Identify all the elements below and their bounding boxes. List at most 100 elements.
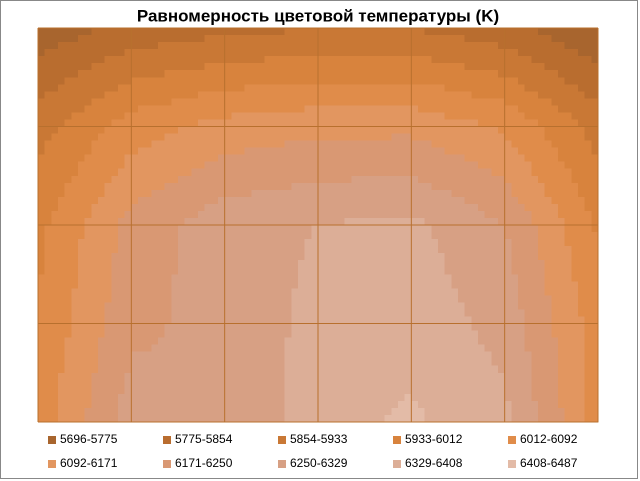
contour-patch <box>344 98 352 106</box>
contour-patch <box>178 295 185 303</box>
contour-patch <box>284 274 292 282</box>
contour-patch <box>278 351 285 359</box>
contour-patch <box>504 217 512 226</box>
contour-patch <box>164 267 172 275</box>
contour-patch <box>284 77 292 85</box>
contour-patch <box>284 196 292 205</box>
contour-patch <box>444 246 452 254</box>
contour-patch <box>371 246 379 254</box>
contour-patch <box>91 414 99 423</box>
contour-patch <box>38 365 45 374</box>
contour-patch <box>138 400 145 409</box>
contour-patch <box>91 372 99 381</box>
contour-patch <box>504 288 512 296</box>
contour-patch <box>284 365 292 374</box>
contour-patch <box>491 126 499 134</box>
contour-patch <box>478 203 485 212</box>
contour-patch <box>64 91 72 99</box>
contour-patch <box>491 358 499 367</box>
contour-patch <box>218 63 225 71</box>
contour-patch <box>384 119 392 127</box>
contour-patch <box>584 112 592 120</box>
contour-patch <box>458 365 465 374</box>
contour-patch <box>158 189 165 198</box>
contour-patch <box>104 316 112 324</box>
contour-patch <box>464 225 472 233</box>
contour-patch <box>544 182 552 191</box>
contour-patch <box>258 182 265 191</box>
contour-patch <box>551 281 559 289</box>
contour-patch <box>251 98 259 106</box>
contour-patch <box>138 407 145 416</box>
contour-patch <box>271 84 279 92</box>
contour-patch <box>591 196 599 205</box>
contour-patch <box>404 168 412 177</box>
contour-patch <box>498 77 505 85</box>
contour-patch <box>224 302 232 310</box>
contour-patch <box>571 351 579 359</box>
contour-patch <box>444 105 452 113</box>
contour-patch <box>531 330 539 338</box>
contour-patch <box>44 35 52 43</box>
contour-patch <box>104 77 112 85</box>
contour-patch <box>251 154 259 162</box>
contour-patch <box>118 267 125 275</box>
contour-patch <box>198 400 205 409</box>
contour-patch <box>538 386 545 395</box>
contour-patch <box>158 281 165 289</box>
contour-patch <box>498 239 505 247</box>
contour-patch <box>558 295 565 303</box>
contour-patch <box>571 70 579 78</box>
contour-patch <box>384 302 392 310</box>
contour-patch <box>244 274 252 282</box>
contour-patch <box>338 295 345 303</box>
contour-patch <box>304 260 312 268</box>
contour-patch <box>171 77 179 85</box>
contour-patch <box>458 28 465 36</box>
contour-patch <box>578 330 585 338</box>
contour-patch <box>558 288 565 296</box>
contour-patch <box>458 288 465 296</box>
contour-patch <box>471 365 479 374</box>
contour-patch <box>578 288 585 296</box>
contour-patch <box>331 154 339 162</box>
contour-patch <box>171 98 179 106</box>
contour-patch <box>584 358 592 367</box>
contour-patch <box>478 196 485 205</box>
contour-patch <box>364 147 372 155</box>
contour-patch <box>171 63 179 71</box>
contour-patch <box>64 379 72 388</box>
contour-patch <box>544 400 552 409</box>
contour-patch <box>364 351 372 359</box>
contour-patch <box>104 414 112 423</box>
contour-patch <box>238 133 245 141</box>
contour-patch <box>471 126 479 134</box>
contour-patch <box>118 203 125 212</box>
contour-patch <box>91 225 99 233</box>
contour-patch <box>224 400 232 409</box>
contour-patch <box>584 253 592 261</box>
contour-patch <box>531 126 539 134</box>
contour-patch <box>71 281 79 289</box>
contour-patch <box>278 154 285 162</box>
contour-patch <box>218 253 225 261</box>
contour-patch <box>564 239 572 247</box>
contour-patch <box>364 28 372 36</box>
contour-patch <box>571 267 579 275</box>
contour-patch <box>544 365 552 374</box>
contour-patch <box>278 217 285 226</box>
contour-patch <box>151 386 159 395</box>
contour-patch <box>224 63 232 71</box>
contour-patch <box>198 112 205 120</box>
contour-patch <box>431 189 439 198</box>
contour-patch <box>124 217 132 226</box>
contour-patch <box>58 154 65 162</box>
contour-patch <box>291 49 299 57</box>
contour-patch <box>78 302 85 310</box>
contour-patch <box>484 400 492 409</box>
contour-patch <box>231 154 239 162</box>
contour-patch <box>118 56 125 64</box>
contour-patch <box>64 239 72 247</box>
contour-patch <box>278 203 285 212</box>
contour-patch <box>418 232 425 240</box>
